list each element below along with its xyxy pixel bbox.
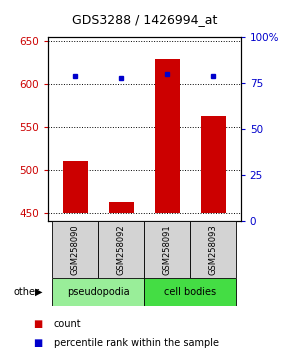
Bar [200, 116, 226, 213]
Bar [109, 201, 134, 213]
Text: count: count [54, 319, 81, 329]
Bar [52, 278, 144, 306]
Bar [144, 278, 236, 306]
Text: percentile rank within the sample: percentile rank within the sample [54, 338, 219, 348]
Text: GDS3288 / 1426994_at: GDS3288 / 1426994_at [72, 13, 218, 26]
Bar [98, 221, 144, 278]
Text: ▶: ▶ [35, 287, 43, 297]
Text: GSM258092: GSM258092 [117, 224, 126, 275]
Text: cell bodies: cell bodies [164, 287, 216, 297]
Text: ■: ■ [33, 338, 43, 348]
Text: GSM258090: GSM258090 [71, 224, 80, 275]
Text: GSM258091: GSM258091 [163, 224, 172, 275]
Text: pseudopodia: pseudopodia [67, 287, 130, 297]
Bar [155, 58, 180, 213]
Bar [52, 221, 98, 278]
Bar [144, 221, 190, 278]
Bar [190, 221, 236, 278]
Text: GSM258093: GSM258093 [209, 224, 218, 275]
Text: other: other [13, 287, 39, 297]
Bar [63, 161, 88, 213]
Text: ■: ■ [33, 319, 43, 329]
